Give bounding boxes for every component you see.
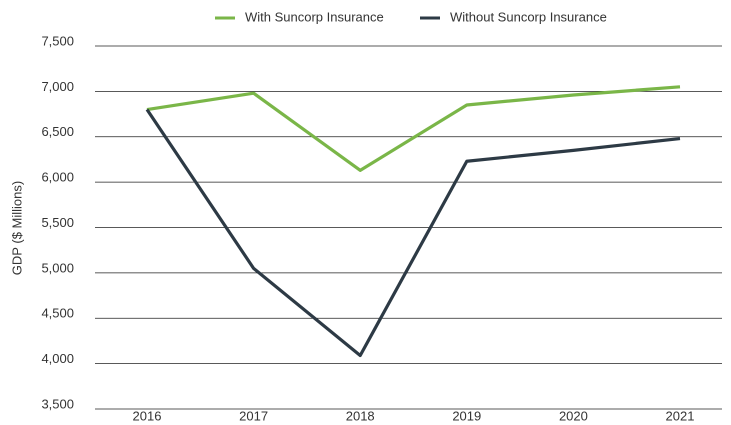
line-series	[146, 85, 681, 172]
y-tick-label: 5,500	[41, 215, 74, 230]
y-tick-label: 7,000	[41, 79, 74, 94]
y-tick-label: 6,000	[41, 170, 74, 185]
y-tick-label: 5,000	[41, 260, 74, 275]
x-tick-label: 2018	[346, 408, 375, 423]
y-tick-label: 3,500	[41, 396, 74, 411]
line-series	[145, 108, 681, 358]
y-tick-label: 4,000	[41, 351, 74, 366]
x-tick-label: 2020	[559, 408, 588, 423]
y-tick-label: 4,500	[41, 306, 74, 321]
y-tick-label: 7,500	[41, 33, 74, 48]
y-tick-label: 6,500	[41, 124, 74, 139]
x-tick-label: 2016	[133, 408, 162, 423]
x-tick-label: 2021	[666, 408, 695, 423]
legend-label: Without Suncorp Insurance	[450, 9, 607, 24]
x-tick-label: 2019	[452, 408, 481, 423]
legend-label: With Suncorp Insurance	[245, 9, 384, 24]
y-axis-label: GDP ($ Millions)	[9, 181, 24, 275]
x-tick-label: 2017	[239, 408, 268, 423]
